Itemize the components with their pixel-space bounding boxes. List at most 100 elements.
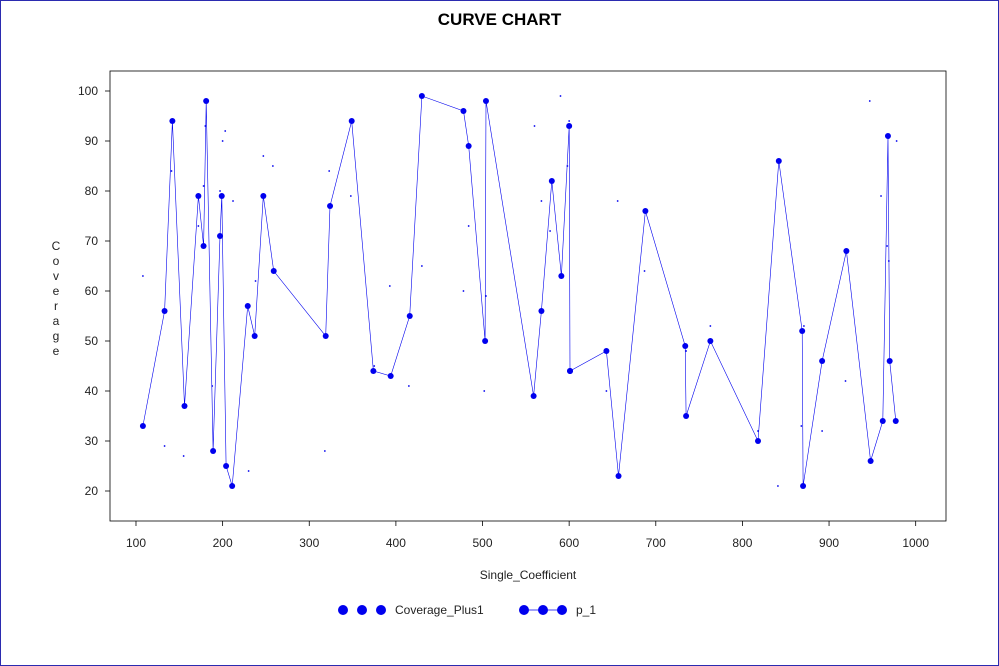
data-point-p_1 [819, 358, 826, 364]
data-point-p_1 [460, 108, 467, 114]
data-point-p_1 [322, 333, 329, 339]
data-point-p_1 [200, 243, 207, 249]
data-point-Coverage_Plus1 [328, 170, 331, 172]
data-point-p_1 [530, 393, 537, 399]
data-point-Coverage_Plus1 [549, 230, 551, 232]
data-point-p_1 [707, 338, 714, 344]
y-tick-label: 100 [78, 84, 98, 98]
data-point-p_1 [370, 368, 377, 374]
data-point-p_1 [418, 93, 425, 99]
data-point-Coverage_Plus1 [895, 140, 898, 142]
chart-title: CURVE CHART [437, 10, 562, 29]
x-tick-label: 800 [732, 536, 752, 550]
data-point-p_1 [139, 423, 146, 429]
data-point-p_1 [892, 418, 899, 424]
data-point-Coverage_Plus1 [533, 125, 536, 127]
data-point-p_1 [775, 158, 782, 164]
data-point-Coverage_Plus1 [803, 325, 805, 327]
data-point-Coverage_Plus1 [800, 425, 803, 427]
data-point-Coverage_Plus1 [462, 290, 465, 292]
data-point-Coverage_Plus1 [420, 265, 423, 267]
data-point-p_1 [538, 308, 545, 314]
data-point-Coverage_Plus1 [777, 485, 779, 487]
data-point-Coverage_Plus1 [616, 200, 619, 202]
data-point-Coverage_Plus1 [685, 350, 688, 352]
legend-label: Coverage_Plus1 [395, 603, 484, 617]
data-point-p_1 [566, 123, 573, 129]
data-point-Coverage_Plus1 [197, 225, 200, 227]
data-point-p_1 [169, 118, 176, 124]
data-point-p_1 [800, 483, 807, 489]
data-point-p_1 [603, 348, 610, 354]
legend-marker [357, 605, 367, 615]
data-point-p_1 [843, 248, 850, 254]
x-tick-label: 900 [819, 536, 839, 550]
data-point-p_1 [886, 358, 893, 364]
data-point-Coverage_Plus1 [868, 100, 871, 102]
data-point-Coverage_Plus1 [182, 455, 185, 457]
legend-marker [519, 605, 529, 615]
y-tick-label: 30 [85, 434, 99, 448]
data-point-p_1 [348, 118, 355, 124]
data-point-Coverage_Plus1 [709, 325, 712, 327]
data-point-p_1 [482, 338, 489, 344]
data-point-Coverage_Plus1 [821, 430, 824, 432]
data-point-Coverage_Plus1 [202, 185, 205, 187]
data-point-Coverage_Plus1 [349, 195, 352, 197]
data-point-p_1 [251, 333, 258, 339]
y-tick-label: 90 [85, 134, 99, 148]
x-tick-label: 500 [473, 536, 493, 550]
y-tick-label: 60 [85, 284, 99, 298]
data-point-Coverage_Plus1 [373, 365, 376, 367]
data-point-Coverage_Plus1 [467, 225, 470, 227]
data-point-Coverage_Plus1 [221, 140, 224, 142]
data-point-Coverage_Plus1 [643, 270, 646, 272]
data-point-Coverage_Plus1 [262, 155, 265, 157]
data-point-p_1 [482, 98, 489, 104]
data-point-p_1 [465, 143, 472, 149]
data-point-Coverage_Plus1 [886, 245, 888, 247]
x-tick-label: 700 [646, 536, 666, 550]
y-tick-label: 50 [85, 334, 99, 348]
data-point-Coverage_Plus1 [254, 280, 257, 282]
data-point-Coverage_Plus1 [163, 445, 166, 447]
data-point-p_1 [217, 233, 224, 239]
data-point-p_1 [567, 368, 574, 374]
x-tick-label: 300 [299, 536, 319, 550]
data-point-p_1 [884, 133, 891, 139]
data-point-Coverage_Plus1 [605, 390, 608, 392]
legend-marker [338, 605, 348, 615]
data-point-p_1 [161, 308, 168, 314]
data-point-p_1 [181, 403, 188, 409]
plot-area [109, 70, 947, 522]
data-point-p_1 [548, 178, 555, 184]
x-tick-label: 400 [386, 536, 406, 550]
data-point-p_1 [195, 193, 202, 199]
data-point-Coverage_Plus1 [559, 95, 562, 97]
data-point-Coverage_Plus1 [142, 275, 144, 277]
legend-marker [538, 605, 548, 615]
data-point-p_1 [327, 203, 334, 209]
legend-marker [557, 605, 567, 615]
data-point-p_1 [615, 473, 622, 479]
legend-marker [376, 605, 386, 615]
x-axis-label: Single_Coefficient [480, 568, 577, 582]
data-point-Coverage_Plus1 [219, 190, 221, 192]
data-point-Coverage_Plus1 [407, 385, 410, 387]
data-point-p_1 [558, 273, 565, 279]
legend-label: p_1 [576, 603, 596, 617]
data-point-Coverage_Plus1 [170, 170, 173, 172]
data-point-p_1 [223, 463, 230, 469]
data-point-Coverage_Plus1 [568, 120, 571, 122]
data-point-p_1 [260, 193, 267, 199]
data-point-p_1 [406, 313, 413, 319]
data-point-p_1 [799, 328, 806, 334]
series-line-p_1 [142, 95, 897, 487]
data-point-p_1 [755, 438, 762, 444]
data-point-Coverage_Plus1 [880, 195, 882, 197]
data-point-p_1 [244, 303, 251, 309]
y-tick-label: 70 [85, 234, 99, 248]
